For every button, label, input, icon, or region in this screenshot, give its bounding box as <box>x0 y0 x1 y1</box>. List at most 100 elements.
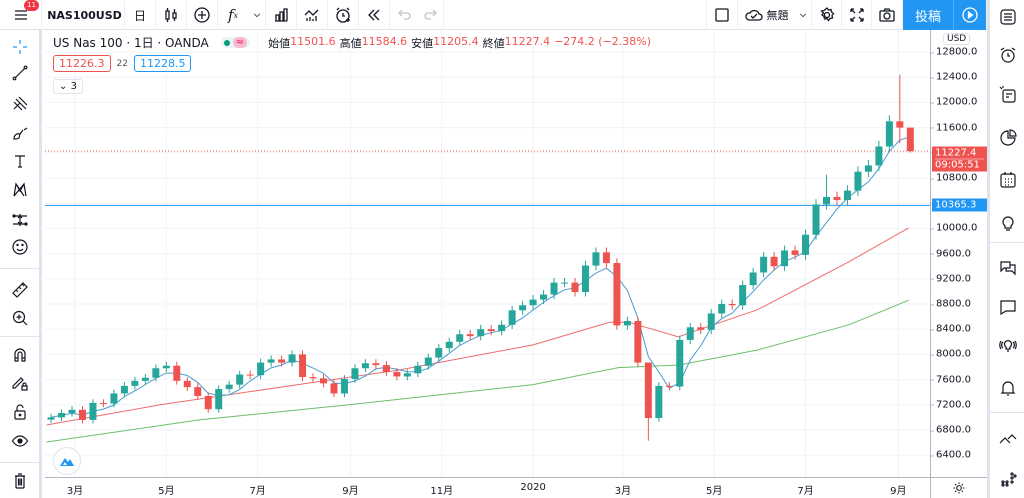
watchlist-button[interactable] <box>995 4 1021 30</box>
indicators-dropdown[interactable] <box>248 0 266 30</box>
lock-all-tool[interactable] <box>9 401 31 423</box>
indicator-templates-icon <box>304 9 319 21</box>
candle-body <box>361 363 369 369</box>
pencil-lock-icon <box>12 377 28 391</box>
settings-button[interactable] <box>812 0 842 30</box>
ruler-icon <box>12 282 28 298</box>
price-axis[interactable]: USD 6400.0 6800.0 7200.0 7600.0 8000.0 8400.0… <box>929 30 987 477</box>
publish-button[interactable]: 投稿 <box>903 0 953 30</box>
horizontal-line-label: 10365.3 <box>932 198 987 212</box>
redo-icon <box>423 9 437 20</box>
order-panel-button[interactable] <box>995 426 1021 452</box>
sell-price-button[interactable]: 11226.3 <box>53 55 111 72</box>
redo-button[interactable] <box>418 0 444 30</box>
bell-icon <box>1000 381 1016 396</box>
ideas-stream-button[interactable] <box>995 332 1021 358</box>
ideas-button[interactable] <box>995 210 1021 236</box>
time-tick-label: 9月 <box>890 486 907 497</box>
text-tool[interactable] <box>9 150 31 172</box>
layout-name: 無題 <box>766 9 789 22</box>
icon-tool[interactable] <box>9 236 31 258</box>
hotlists-button[interactable] <box>995 125 1021 151</box>
candle-body <box>403 373 411 377</box>
ruler-tool[interactable] <box>9 279 31 301</box>
market-status[interactable]: ≈ <box>220 37 251 48</box>
expand-icon <box>849 8 864 22</box>
dom-button[interactable] <box>995 466 1021 492</box>
rewind-icon <box>368 9 380 21</box>
magnet-tool[interactable] <box>9 344 31 366</box>
undo-button[interactable] <box>390 0 418 30</box>
candle-body <box>843 190 851 201</box>
save-layout-button[interactable]: 無題 <box>738 0 794 30</box>
last-price-value: 11227.4 <box>935 147 977 159</box>
price-chart[interactable] <box>45 30 930 477</box>
candle-body <box>89 402 97 420</box>
price-tick-label: 8400.0 <box>930 323 971 335</box>
toolbar-divider <box>0 336 39 337</box>
calendar-button[interactable] <box>995 167 1021 193</box>
prediction-tool[interactable] <box>9 209 31 231</box>
price-tick-label: 10000.0 <box>929 222 978 234</box>
snapshot-button[interactable] <box>872 0 903 30</box>
low-value: 11205.4 <box>433 34 479 48</box>
candle-body <box>267 359 275 363</box>
layout-dropdown[interactable] <box>794 0 812 30</box>
tradingview-logo[interactable] <box>53 447 81 475</box>
alerts-button[interactable] <box>995 42 1021 68</box>
currency-label[interactable]: USD <box>943 33 971 45</box>
buy-price-button[interactable]: 11228.5 <box>133 55 192 72</box>
indicators-toggle[interactable]: ⌄ 3 <box>53 79 83 94</box>
zoom-in-tool[interactable] <box>9 307 31 329</box>
chart-pane[interactable] <box>45 30 930 477</box>
candle-body <box>435 348 443 358</box>
pitchfork-tool[interactable] <box>9 92 31 114</box>
open-label: 始値 <box>268 36 291 50</box>
symbol-search-button[interactable]: NAS100USD <box>45 0 125 30</box>
candle-body <box>812 204 820 235</box>
hide-drawings-tool[interactable] <box>9 430 31 452</box>
candle-body <box>477 329 485 337</box>
brush-tool[interactable] <box>9 122 31 144</box>
alarm-clock-plus-icon <box>336 7 350 23</box>
templates-button[interactable] <box>297 0 328 30</box>
candle-body <box>550 282 558 295</box>
publish-video-button[interactable] <box>953 0 987 30</box>
measure-icon <box>12 214 28 226</box>
price-tick-label: 9200.0 <box>930 273 971 285</box>
lock-drawings-tool[interactable] <box>9 372 31 394</box>
notifications-button[interactable] <box>995 375 1021 401</box>
bar-chart-icon <box>275 8 288 22</box>
private-chats-button[interactable] <box>995 294 1021 320</box>
alert-button[interactable] <box>328 0 359 30</box>
financials-button[interactable] <box>266 0 297 30</box>
list-icon <box>1000 9 1016 25</box>
compare-button[interactable] <box>187 0 218 30</box>
chart-type-button[interactable] <box>156 0 187 30</box>
pattern-tool[interactable] <box>9 179 31 201</box>
trend-line-tool[interactable] <box>9 62 31 84</box>
candle-body <box>781 250 789 267</box>
candle-body <box>456 334 464 342</box>
play-circle-icon <box>962 7 978 23</box>
candle-body <box>906 127 914 152</box>
candle-body <box>393 372 401 377</box>
time-tick-label: 7月 <box>797 486 814 497</box>
candle-body <box>498 324 506 332</box>
layout-button[interactable] <box>706 0 738 30</box>
candle-body <box>802 234 810 255</box>
replay-button[interactable] <box>359 0 390 30</box>
remove-drawings-tool[interactable] <box>9 470 31 492</box>
time-axis[interactable]: 3月 5月 7月 9月 11月 2020 3月 5月 7月 9月 <box>45 477 930 498</box>
candle-body <box>896 121 904 128</box>
candle-body <box>592 252 600 266</box>
data-window-button[interactable] <box>995 82 1021 108</box>
menu-button[interactable]: 11 <box>0 0 42 30</box>
interval-button[interactable]: 日 <box>125 0 156 30</box>
fullscreen-button[interactable] <box>842 0 872 30</box>
crosshair-tool[interactable] <box>9 36 31 58</box>
axis-settings-button[interactable] <box>930 477 987 498</box>
chats-button[interactable] <box>995 255 1021 281</box>
